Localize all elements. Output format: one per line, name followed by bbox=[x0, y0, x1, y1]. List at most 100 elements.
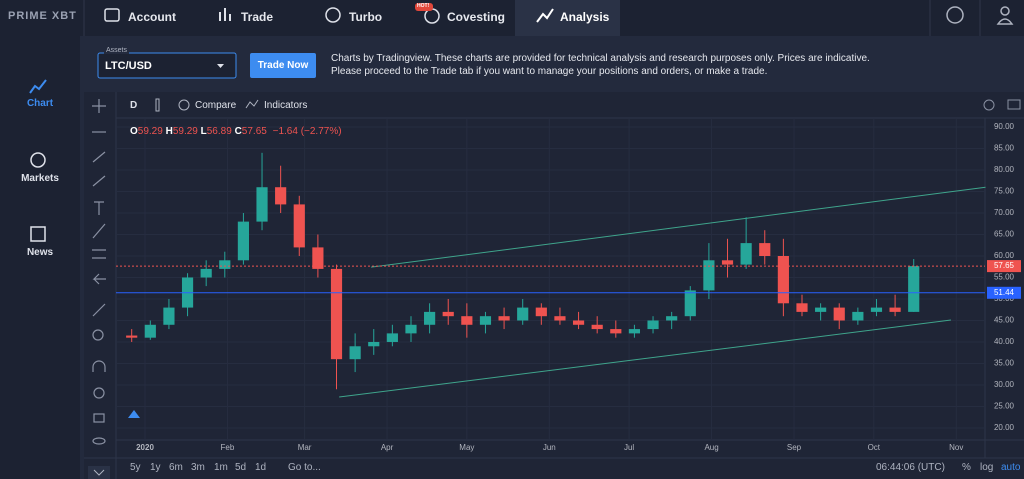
trendline bbox=[371, 186, 986, 268]
scale-option[interactable]: log bbox=[980, 462, 994, 473]
price-label-bg bbox=[987, 286, 1021, 299]
sidebar-item[interactable]: Markets bbox=[21, 173, 59, 184]
x-tick-label: Apr bbox=[381, 443, 394, 452]
candle-body bbox=[684, 290, 696, 317]
candle-body bbox=[479, 316, 492, 325]
timeframe[interactable]: 5y bbox=[130, 462, 141, 473]
trade-now-button[interactable] bbox=[250, 53, 316, 78]
candle-body bbox=[777, 256, 789, 304]
timeframe[interactable]: 3m bbox=[191, 462, 205, 473]
snapshot-icon[interactable] bbox=[1007, 99, 1021, 110]
y-tick-label: 80.00 bbox=[994, 165, 1015, 174]
turbo-icon bbox=[325, 7, 341, 23]
candle-body bbox=[591, 324, 603, 330]
y-tick-label: 35.00 bbox=[994, 359, 1015, 368]
scale-option[interactable]: auto bbox=[1001, 462, 1021, 473]
candle-body bbox=[535, 307, 547, 317]
candle-body bbox=[498, 316, 510, 321]
candle-body bbox=[424, 311, 436, 325]
help-icon[interactable] bbox=[946, 6, 964, 24]
x-tick-label: Sep bbox=[787, 443, 802, 452]
legend-key: L bbox=[200, 126, 207, 137]
candle-type-icon[interactable] bbox=[155, 98, 160, 112]
timeframe[interactable]: 1m bbox=[214, 462, 228, 473]
user-icon-body bbox=[996, 18, 1014, 25]
x-tick-label: May bbox=[459, 443, 474, 452]
legend-value: 56.89 bbox=[206, 126, 232, 137]
candle-body bbox=[293, 204, 305, 248]
drawing-tools bbox=[92, 99, 106, 445]
candle-body bbox=[889, 307, 901, 312]
indicators-icon bbox=[245, 99, 259, 109]
y-tick-label: 85.00 bbox=[994, 144, 1015, 153]
hot-badge-bg bbox=[415, 3, 433, 11]
candle-body bbox=[666, 316, 678, 321]
tab[interactable]: Covesting bbox=[447, 10, 506, 24]
timeframe[interactable]: 5d bbox=[235, 462, 247, 473]
tab[interactable]: Turbo bbox=[349, 10, 383, 24]
assets-value[interactable]: LTC/USD bbox=[105, 60, 152, 72]
settings-icon[interactable] bbox=[983, 99, 995, 111]
chart-icon bbox=[29, 79, 47, 94]
indicators[interactable]: Indicators bbox=[264, 100, 308, 111]
candle-body bbox=[759, 243, 771, 256]
candle-body bbox=[870, 307, 883, 312]
trade-now-label[interactable]: Trade Now bbox=[257, 60, 309, 71]
candle-body bbox=[349, 346, 361, 360]
interval[interactable]: D bbox=[130, 100, 138, 111]
tab[interactable]: Account bbox=[128, 10, 176, 24]
sidebar bbox=[0, 36, 80, 479]
user-icon[interactable] bbox=[1000, 6, 1010, 16]
price-label: 57.65 bbox=[994, 261, 1015, 270]
y-tick-label: 70.00 bbox=[994, 208, 1015, 217]
candle-body bbox=[908, 266, 920, 312]
x-tick-label: Aug bbox=[704, 443, 718, 452]
sidebar-item[interactable]: News bbox=[26, 247, 54, 258]
legend-key: O bbox=[130, 126, 138, 137]
candle-body bbox=[461, 316, 473, 325]
tab[interactable]: Trade bbox=[241, 10, 274, 24]
x-tick-label: Oct bbox=[868, 443, 881, 452]
timeframe[interactable]: 6m bbox=[169, 462, 183, 473]
candle-body bbox=[163, 307, 175, 325]
y-tick-label: 40.00 bbox=[994, 337, 1015, 346]
sidebar-item[interactable]: Chart bbox=[26, 98, 54, 109]
markets-icon bbox=[30, 152, 46, 168]
chart-panel bbox=[84, 92, 1024, 479]
collapse-arrow bbox=[93, 469, 105, 476]
timeframe[interactable]: 1y bbox=[150, 462, 161, 473]
trendline bbox=[339, 319, 952, 398]
collapse-button[interactable] bbox=[88, 466, 110, 479]
goto[interactable]: Go to... bbox=[288, 462, 321, 473]
compare-icon bbox=[178, 99, 190, 111]
legend-change: −1.64 (−2.77%) bbox=[272, 126, 342, 137]
price-label: 51.44 bbox=[994, 288, 1015, 297]
legend-key: C bbox=[234, 126, 242, 137]
tab-active[interactable]: Analysis bbox=[560, 10, 610, 24]
candle-body bbox=[237, 221, 249, 261]
candle-body bbox=[144, 324, 156, 338]
candle-body bbox=[386, 333, 398, 342]
x-tick-label: Mar bbox=[298, 443, 312, 452]
candle-body bbox=[572, 320, 585, 325]
candle-body bbox=[610, 329, 622, 334]
account-icon bbox=[104, 8, 120, 22]
hot-badge: HOT! bbox=[417, 3, 430, 9]
ohlc-legend: O59.29 H59.29 L56.89 C57.65 −1.64 (−2.77… bbox=[130, 126, 342, 137]
candle-body bbox=[852, 311, 864, 321]
plot: 20.0025.0030.0035.0040.0045.0050.0055.00… bbox=[116, 118, 1021, 452]
candle-body bbox=[330, 268, 343, 360]
y-tick-label: 60.00 bbox=[994, 251, 1015, 260]
active-tab-bg bbox=[515, 0, 620, 36]
clock: 06:44:06 (UTC) bbox=[876, 462, 945, 473]
assets-select[interactable] bbox=[97, 52, 237, 79]
y-tick-label: 65.00 bbox=[994, 230, 1015, 239]
candle-body bbox=[219, 260, 231, 269]
scale-option[interactable]: % bbox=[962, 462, 971, 473]
y-tick-label: 75.00 bbox=[994, 187, 1015, 196]
timeframe[interactable]: 1d bbox=[255, 462, 267, 473]
candle-body bbox=[312, 247, 324, 269]
compare[interactable]: Compare bbox=[195, 100, 237, 111]
